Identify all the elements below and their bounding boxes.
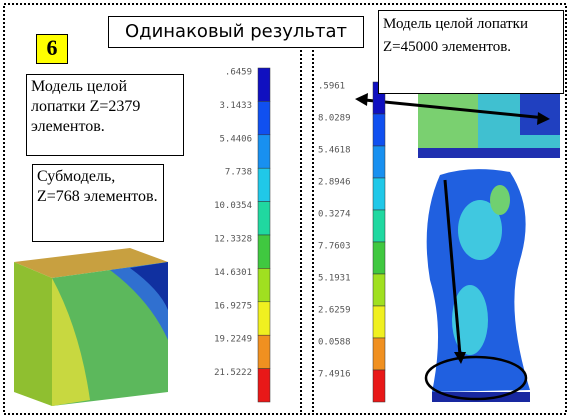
arrowhead: [355, 93, 368, 106]
legend-label: 21.5222: [214, 368, 252, 378]
legend-label: 7.4916: [318, 370, 351, 380]
legend-swatch: [258, 235, 270, 268]
title: Одинаковый результат: [108, 16, 364, 48]
label: Модель целой лопатки Z=45000 элементов.: [378, 10, 564, 94]
legend-label: 2.8946: [318, 178, 351, 188]
legend-label: 5.4618: [318, 146, 351, 156]
legend-label: .5961: [318, 82, 345, 92]
legend-swatch: [373, 306, 385, 338]
legend-label: 7.738: [225, 168, 252, 178]
legend-swatch: [258, 101, 270, 134]
legend-swatch: [373, 274, 385, 306]
legend-swatch: [373, 178, 385, 210]
legend-label: 0.3274: [318, 210, 351, 220]
legend-swatch: [258, 335, 270, 368]
legend-swatch: [258, 369, 270, 402]
legend-label: 19.2249: [214, 335, 252, 345]
legend-swatch: [373, 242, 385, 274]
legend-label: 8.0289: [318, 114, 351, 124]
label: Субмодель, Z=768 элементов.: [32, 164, 164, 242]
legend-swatch: [373, 210, 385, 242]
legend-label: 10.0354: [214, 201, 252, 211]
legend-swatch: [258, 202, 270, 235]
legend-label: 12.3328: [214, 235, 252, 245]
legend-label: 2.6259: [318, 306, 351, 316]
legend-label: 7.7603: [318, 242, 351, 252]
label: Модель целой лопатки Z=2379 элементов.: [26, 74, 184, 156]
legend-swatch: [258, 68, 270, 101]
blade-image: [427, 169, 530, 402]
legend-swatch: [258, 302, 270, 335]
legend-label: 0.0588: [318, 338, 351, 348]
legend-swatch: [373, 114, 385, 146]
legend-swatch: [373, 146, 385, 178]
legend-swatch: [258, 168, 270, 201]
legend-swatch: [373, 370, 385, 402]
legend-label: 5.1931: [318, 274, 351, 284]
legend-label: 5.4406: [219, 134, 252, 144]
slide: .6459 3.1433 5.4406 7.738 10.0354 12.3328 14.6…: [0, 0, 570, 418]
legend-label: 14.6301: [214, 268, 252, 278]
legend-label: 16.9275: [214, 301, 252, 311]
submodel-image: [14, 248, 168, 406]
legend-label: 3.1433: [219, 101, 252, 111]
slide-number: 6: [36, 34, 68, 64]
legend-label: .6459: [225, 68, 252, 78]
legend-swatch: [373, 338, 385, 370]
legends: .6459 3.1433 5.4406 7.738 10.0354 12.3328 14.6…: [214, 68, 385, 403]
legend-swatch: [258, 268, 270, 301]
legend-swatch: [258, 135, 270, 168]
